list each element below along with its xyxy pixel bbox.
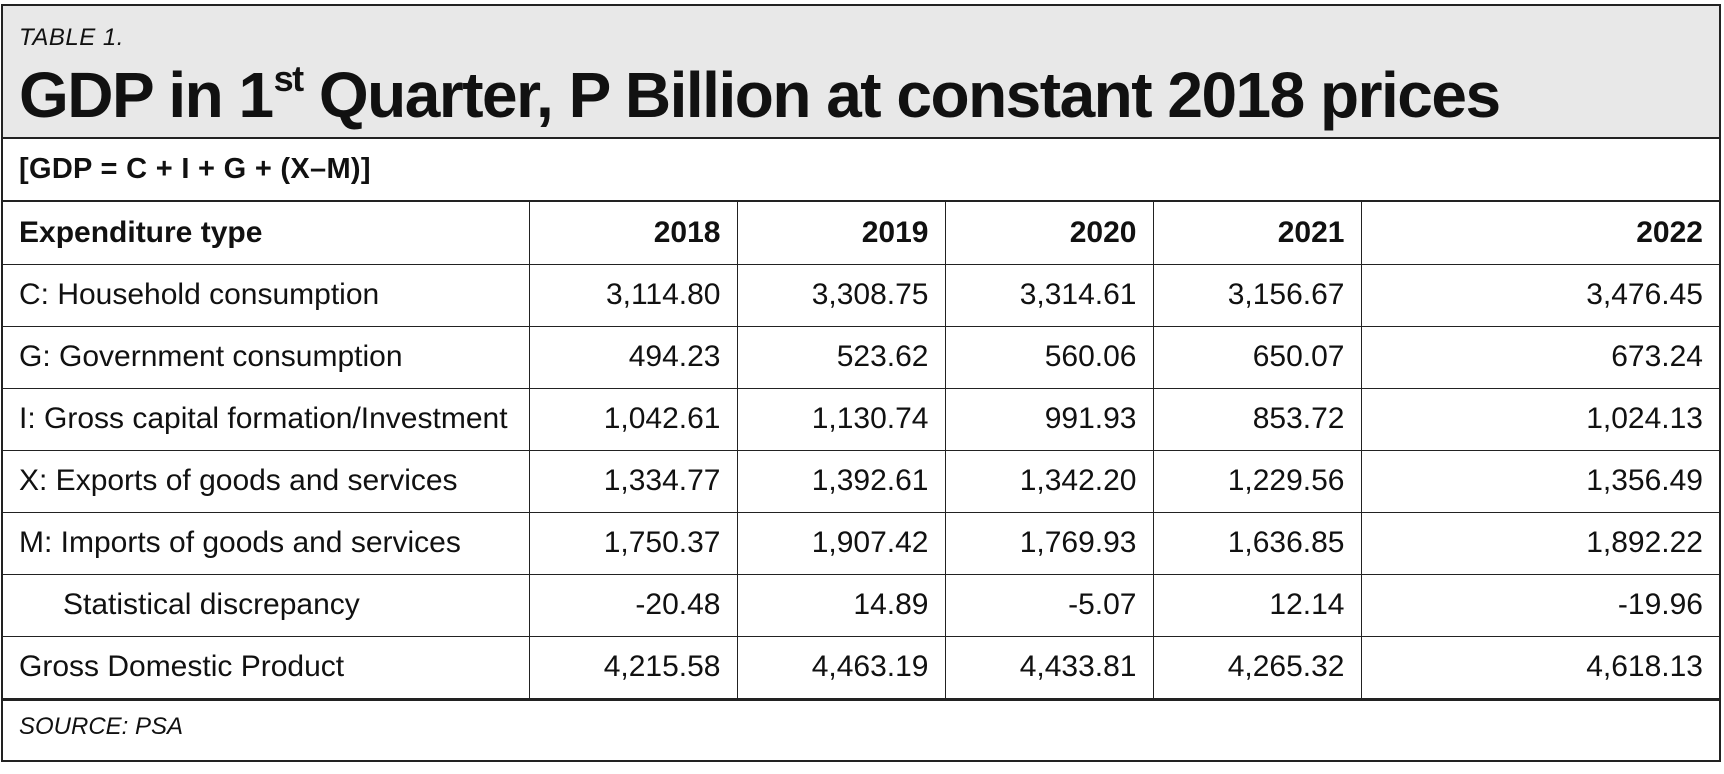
column-header-2018: 2018 <box>528 202 738 265</box>
title-text-part1: GDP in 1 <box>19 59 274 131</box>
table-cell: 1,356.49 <box>1360 449 1719 513</box>
table-cell: 1,750.37 <box>528 511 738 575</box>
formula-row: [GDP = C + I + G + (X–M)] <box>3 139 1719 202</box>
table-row: C: Household consumption 3,114.80 3,308.… <box>3 263 1719 327</box>
table-cell: 4,433.81 <box>944 635 1154 699</box>
data-table: Expenditure type 2018 2019 2020 2021 202… <box>3 202 1719 699</box>
column-header-expenditure-type: Expenditure type <box>3 202 530 265</box>
row-label: C: Household consumption <box>3 263 530 327</box>
table-row: M: Imports of goods and services 1,750.3… <box>3 511 1719 575</box>
table-cell: 4,618.13 <box>1360 635 1719 699</box>
table-cell: 1,229.56 <box>1152 449 1362 513</box>
column-header-2022: 2022 <box>1360 202 1719 265</box>
table-row: X: Exports of goods and services 1,334.7… <box>3 449 1719 513</box>
table-cell: 1,769.93 <box>944 511 1154 575</box>
table-row: G: Government consumption 494.23 523.62 … <box>3 325 1719 389</box>
table-title: GDP in 1st Quarter, P Billion at constan… <box>19 58 1501 132</box>
table-cell: 4,463.19 <box>736 635 946 699</box>
row-label: M: Imports of goods and services <box>3 511 530 575</box>
row-label: Gross Domestic Product <box>3 635 530 699</box>
table-cell: 1,892.22 <box>1360 511 1719 575</box>
table-cell: 3,156.67 <box>1152 263 1362 327</box>
table-cell: 1,130.74 <box>736 387 946 451</box>
table-cell: 560.06 <box>944 325 1154 389</box>
column-header-2021: 2021 <box>1152 202 1362 265</box>
title-superscript: st <box>273 58 305 99</box>
table-cell: 1,342.20 <box>944 449 1154 513</box>
table-cell: 3,308.75 <box>736 263 946 327</box>
table-row: I: Gross capital formation/Investment 1,… <box>3 387 1719 451</box>
table-label: TABLE 1. <box>19 24 124 51</box>
table-cell: 673.24 <box>1360 325 1719 389</box>
table-cell: 3,314.61 <box>944 263 1154 327</box>
column-header-2020: 2020 <box>944 202 1154 265</box>
table-cell: 12.14 <box>1152 573 1362 637</box>
table-cell: 494.23 <box>528 325 738 389</box>
table-cell: 523.62 <box>736 325 946 389</box>
table-header: TABLE 1. GDP in 1st Quarter, P Billion a… <box>3 6 1719 139</box>
column-header-2019: 2019 <box>736 202 946 265</box>
header-row: Expenditure type 2018 2019 2020 2021 202… <box>3 202 1719 265</box>
table-cell: 853.72 <box>1152 387 1362 451</box>
table-cell: 4,265.32 <box>1152 635 1362 699</box>
table-cell: -5.07 <box>944 573 1154 637</box>
table-cell: 1,024.13 <box>1360 387 1719 451</box>
table-cell: -20.48 <box>528 573 738 637</box>
table-cell: 14.89 <box>736 573 946 637</box>
table-cell: 3,114.80 <box>528 263 738 327</box>
table-cell: 3,476.45 <box>1360 263 1719 327</box>
row-label: X: Exports of goods and services <box>3 449 530 513</box>
row-label: Statistical discrepancy <box>3 573 530 637</box>
table-cell: 1,907.42 <box>736 511 946 575</box>
table-row: Statistical discrepancy -20.48 14.89 -5.… <box>3 573 1719 637</box>
table-cell: 4,215.58 <box>528 635 738 699</box>
source-note: SOURCE: PSA <box>3 698 1719 753</box>
table-cell: 1,042.61 <box>528 387 738 451</box>
table-cell: 1,334.77 <box>528 449 738 513</box>
row-label: G: Government consumption <box>3 325 530 389</box>
table-row: Gross Domestic Product 4,215.58 4,463.19… <box>3 635 1719 699</box>
title-text-part2: Quarter, P Billion at constant 2018 pric… <box>302 59 1501 131</box>
table-cell: 1,392.61 <box>736 449 946 513</box>
table-cell: 991.93 <box>944 387 1154 451</box>
table-cell: 650.07 <box>1152 325 1362 389</box>
table-cell: 1,636.85 <box>1152 511 1362 575</box>
table-frame: TABLE 1. GDP in 1st Quarter, P Billion a… <box>1 4 1721 762</box>
table-cell: -19.96 <box>1360 573 1719 637</box>
row-label: I: Gross capital formation/Investment <box>3 387 530 451</box>
